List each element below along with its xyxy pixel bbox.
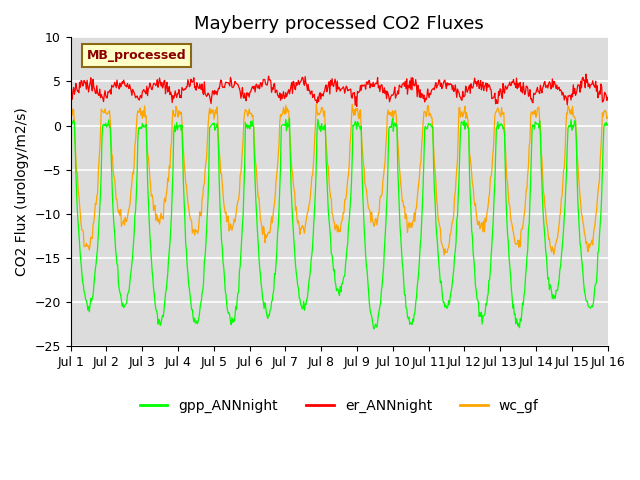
gpp_ANNnight <box>132 207 140 213</box>
gpp_ANNnight <box>370 326 378 332</box>
Text: MB_processed: MB_processed <box>87 49 186 62</box>
er_ANNnight <box>77 84 84 90</box>
wc_gf <box>421 108 429 114</box>
er_ANNnight <box>214 85 222 91</box>
wc_gf <box>604 114 611 120</box>
wc_gf <box>77 211 84 216</box>
er_ANNnight <box>186 83 194 88</box>
Legend: gpp_ANNnight, er_ANNnight, wc_gf: gpp_ANNnight, er_ANNnight, wc_gf <box>134 394 544 419</box>
wc_gf <box>312 101 320 107</box>
er_ANNnight <box>67 98 74 104</box>
Line: er_ANNnight: er_ANNnight <box>70 74 607 107</box>
wc_gf <box>214 140 222 145</box>
Y-axis label: CO2 Flux (urology/m2/s): CO2 Flux (urology/m2/s) <box>15 108 29 276</box>
gpp_ANNnight <box>604 121 611 127</box>
er_ANNnight <box>405 85 413 91</box>
gpp_ANNnight <box>214 149 222 155</box>
wc_gf <box>186 215 194 221</box>
wc_gf <box>67 107 74 113</box>
gpp_ANNnight <box>285 115 293 121</box>
gpp_ANNnight <box>186 292 194 298</box>
gpp_ANNnight <box>77 253 84 259</box>
er_ANNnight <box>604 95 611 100</box>
wc_gf <box>440 252 448 258</box>
gpp_ANNnight <box>67 118 74 124</box>
er_ANNnight <box>132 95 140 100</box>
er_ANNnight <box>421 99 429 105</box>
gpp_ANNnight <box>406 322 413 327</box>
Line: wc_gf: wc_gf <box>70 104 607 255</box>
er_ANNnight <box>582 71 590 77</box>
wc_gf <box>405 219 413 225</box>
gpp_ANNnight <box>422 123 429 129</box>
wc_gf <box>132 137 140 143</box>
Line: gpp_ANNnight: gpp_ANNnight <box>70 118 607 329</box>
Title: Mayberry processed CO2 Fluxes: Mayberry processed CO2 Fluxes <box>195 15 484 33</box>
er_ANNnight <box>353 104 360 109</box>
